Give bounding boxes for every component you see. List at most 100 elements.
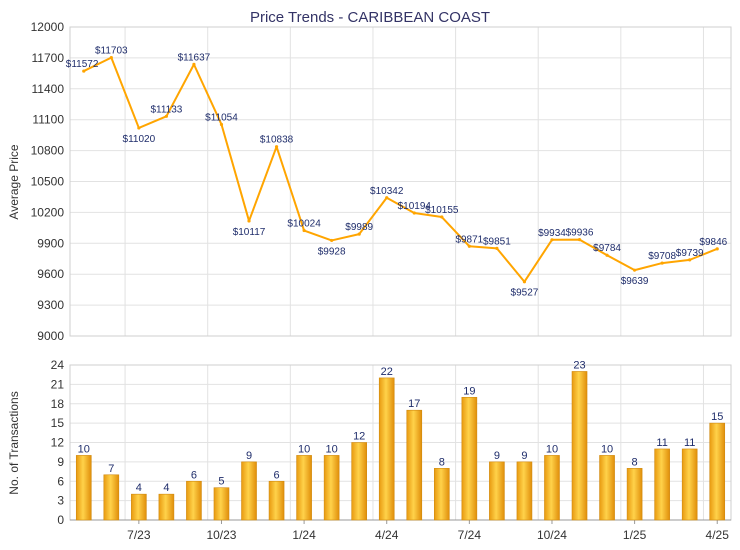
price-point (577, 237, 582, 242)
bar (544, 455, 560, 521)
price-data-label: $9739 (676, 248, 704, 259)
price-data-label: $11703 (95, 46, 128, 57)
bar (351, 442, 367, 521)
bar (489, 461, 505, 521)
x-tick-label: 10/24 (537, 528, 567, 542)
price-point (109, 55, 113, 60)
bottom-y-tick-label: 24 (51, 358, 65, 372)
bar-value-label: 19 (463, 385, 475, 397)
bar-value-label: 9 (494, 450, 500, 462)
price-point (219, 122, 224, 127)
bar-value-label: 7 (108, 463, 114, 475)
price-data-label: $9934 (538, 228, 566, 239)
price-point (302, 228, 306, 233)
price-point (274, 145, 279, 149)
price-point (192, 62, 196, 66)
top-y-tick-label: 11100 (32, 113, 64, 127)
bar (461, 396, 478, 521)
bar-value-label: 6 (274, 469, 280, 481)
bar-value-label: 12 (353, 431, 365, 443)
top-y-tick-label: 9600 (37, 267, 64, 281)
price-point (633, 268, 637, 272)
chart-title: Price Trends - CARIBBEAN COAST (250, 9, 490, 26)
price-data-label: $9989 (345, 222, 373, 233)
bottom-y-tick-label: 12 (51, 436, 65, 450)
x-tick-label: 4/25 (706, 528, 730, 542)
price-data-label: $10155 (425, 205, 459, 216)
bar (599, 455, 615, 521)
price-data-label: $10194 (398, 201, 432, 212)
bar-value-label: 6 (191, 469, 197, 481)
top-y-tick-label: 9000 (37, 329, 64, 343)
x-tick-label: 7/24 (458, 528, 482, 542)
bar-value-label: 11 (656, 437, 667, 449)
top-y-tick-label: 11700 (32, 51, 65, 65)
price-point (385, 196, 389, 200)
bar-value-label: 8 (439, 456, 445, 468)
bar-value-label: 4 (136, 482, 142, 494)
price-data-label: $11133 (150, 104, 182, 115)
top-plot-frame (69, 26, 732, 337)
price-point (715, 247, 719, 251)
bottom-y-tick-label: 9 (57, 455, 64, 469)
bar (75, 455, 92, 521)
top-y-tick-label: 11400 (32, 82, 65, 96)
bar (186, 480, 202, 521)
bar (709, 422, 726, 521)
bar-value-label: 11 (684, 437, 695, 449)
bottom-y-tick-label: 0 (57, 513, 64, 527)
x-tick-label: 1/24 (292, 528, 316, 542)
bar (378, 377, 395, 521)
bar-value-label: 22 (381, 366, 393, 378)
x-tick-label: 10/23 (206, 528, 236, 542)
bar (241, 461, 257, 521)
bottom-y-axis-label: No. of Transactions (7, 391, 21, 494)
bar (268, 480, 285, 521)
price-point (550, 238, 554, 242)
bar (571, 371, 588, 521)
price-data-label: $11637 (178, 52, 211, 63)
price-data-label: $9936 (566, 228, 594, 239)
top-y-tick-label: 10200 (31, 205, 65, 219)
bar (131, 493, 147, 521)
price-data-label: $10024 (287, 219, 321, 230)
price-data-label: $11054 (205, 112, 238, 123)
price-point (440, 215, 444, 219)
price-point (82, 69, 86, 73)
price-point (412, 211, 416, 215)
bar-value-label: 8 (632, 456, 638, 468)
bar-value-label: 10 (78, 443, 90, 455)
price-data-label: $9928 (318, 246, 346, 257)
price-data-label: $9527 (511, 288, 539, 299)
bar-value-label: 10 (546, 443, 558, 455)
price-data-label: $9846 (699, 237, 727, 248)
price-point (137, 126, 141, 130)
bar (406, 409, 423, 521)
bar-value-label: 23 (573, 359, 585, 371)
bar-value-label: 10 (298, 443, 310, 455)
top-y-tick-label: 10500 (31, 175, 65, 189)
price-data-label: $9639 (621, 276, 649, 287)
bottom-y-tick-label: 3 (57, 494, 64, 508)
x-tick-label: 4/24 (375, 528, 399, 542)
bar-value-label: 4 (163, 482, 169, 494)
bottom-y-tick-label: 6 (57, 474, 64, 488)
price-data-label: $10838 (260, 135, 294, 146)
bar (158, 493, 175, 521)
price-point (605, 253, 609, 257)
price-point (357, 232, 361, 236)
top-y-axis-label: Average Price (7, 144, 21, 219)
price-point (467, 244, 471, 248)
bottom-y-tick-label: 18 (51, 397, 65, 411)
bar (103, 474, 120, 521)
bar-value-label: 10 (326, 443, 338, 455)
bar (323, 455, 340, 521)
bar (654, 448, 670, 521)
price-point (660, 261, 664, 265)
bottom-y-tick-label: 21 (51, 377, 65, 391)
x-tick-label: 7/23 (127, 528, 151, 542)
top-y-tick-label: 9300 (37, 298, 64, 312)
price-data-label: $11020 (123, 134, 156, 145)
bar-value-label: 17 (408, 398, 420, 410)
